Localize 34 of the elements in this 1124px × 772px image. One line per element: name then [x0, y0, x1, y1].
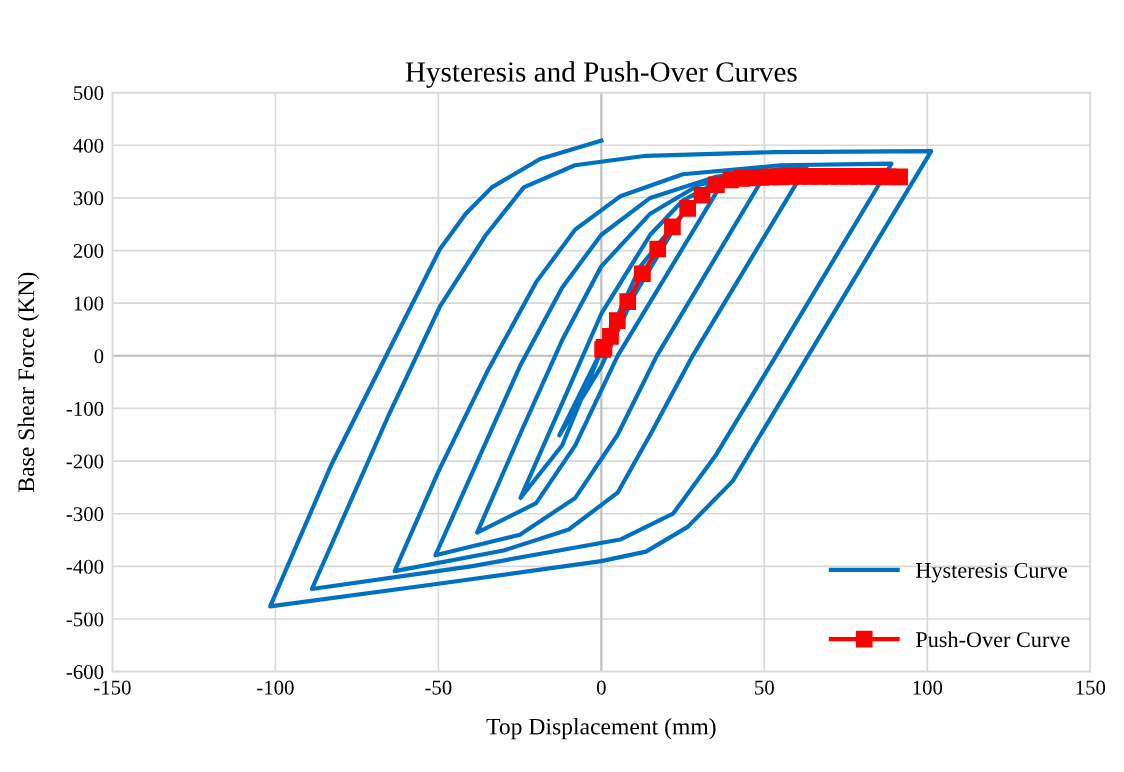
y-tick-label: -600	[66, 665, 104, 680]
x-tick-label: -150	[94, 680, 131, 695]
y-tick-label: -300	[66, 507, 104, 522]
point	[708, 176, 725, 194]
x-tick-label: -50	[425, 680, 452, 695]
y-tick-label: 200	[73, 243, 104, 258]
point	[619, 293, 637, 310]
x-tick-label: 150	[1076, 680, 1106, 695]
point	[693, 186, 711, 204]
x-tick-label: 100	[913, 680, 943, 695]
y-tick-label: 0	[94, 349, 104, 364]
y-tick-label: -100	[66, 401, 104, 416]
x-tick-label: -100	[257, 680, 294, 695]
y-tick-label: 400	[73, 138, 104, 153]
point	[664, 218, 681, 236]
legend-label: Hysteresis Curve	[916, 562, 1068, 583]
y-tick-label: 100	[74, 296, 104, 311]
y-tick-label: -400	[66, 559, 104, 574]
x-tick-label: 0	[596, 680, 606, 695]
point	[679, 200, 697, 217]
y-tick-label: 500	[74, 86, 104, 101]
y-tick-label: -500	[66, 612, 104, 627]
y-tick-label: 300	[73, 191, 104, 206]
x-axis-title: Top Displacement (mm)	[486, 717, 716, 740]
point	[891, 168, 908, 186]
chart-title: Hysteresis and Push-Over Curves	[405, 61, 797, 88]
y-tick-label: -200	[66, 454, 104, 469]
point	[602, 328, 619, 345]
legend-label: Push-Over Curve	[916, 631, 1070, 648]
point	[649, 240, 667, 258]
point	[608, 312, 626, 329]
y-axis-title: Base Shear Force (KN)	[17, 272, 40, 492]
point	[634, 265, 651, 283]
x-tick-label: 50	[755, 680, 774, 695]
